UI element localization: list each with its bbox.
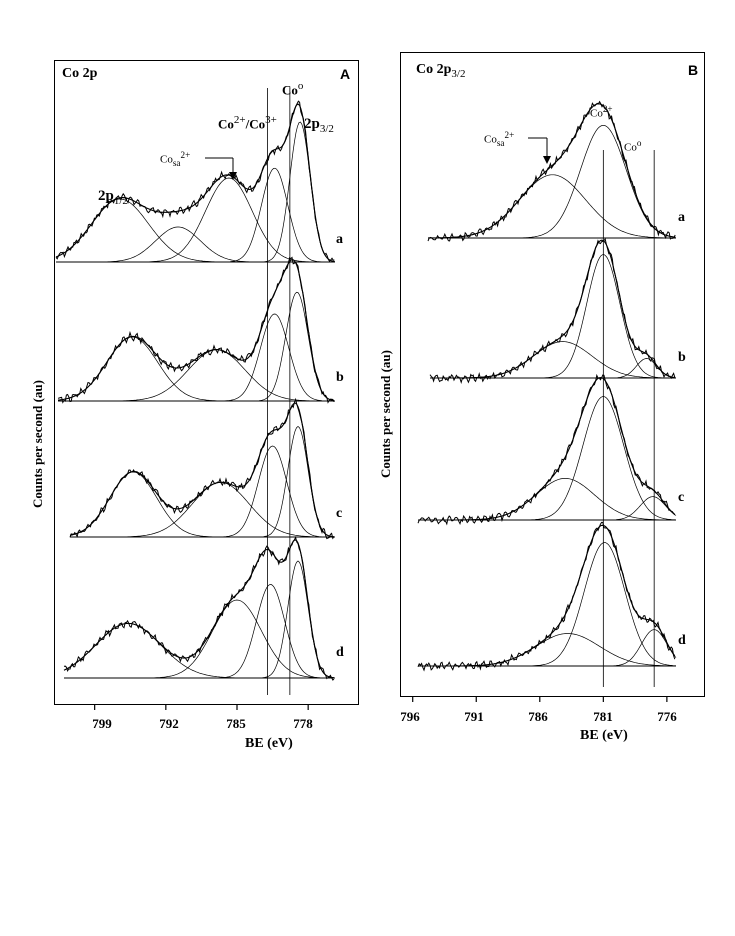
raw-spectrum-0-d [63, 535, 335, 681]
peak-label-co2-b: Co2+ [590, 104, 613, 120]
peak-label-co0-b: Coo [624, 138, 642, 154]
peak-label-cosa-b: Cosa2+ [484, 130, 515, 148]
tick-label-792: 792 [159, 716, 179, 731]
trace-label-d-A: d [336, 645, 344, 660]
trace-label-b-A: b [336, 370, 344, 385]
component-peak-1-c-1 [418, 396, 677, 521]
trace-label-c-A: c [336, 506, 343, 521]
tick-label-796: 796 [400, 709, 420, 724]
component-peak-1-a-0 [428, 174, 676, 239]
component-peak-1-b-2 [430, 358, 677, 379]
tick-label-778: 778 [293, 716, 313, 731]
raw-spectrum-1-d [417, 521, 676, 672]
trace-label-c-B: c [678, 490, 685, 505]
raw-spectrum-0-b [57, 256, 335, 404]
peak-label-2p12: 2p1/2 [98, 188, 128, 207]
peak-label-cosa-a: Cosa2+ [160, 150, 191, 168]
envelope-fit-1-c [418, 377, 676, 521]
raw-spectrum-1-a [427, 100, 676, 242]
tick-label-781: 781 [593, 709, 613, 724]
component-peak-0-d-3 [64, 560, 335, 679]
peak-label-co2co3: Co2+/Co3+ [218, 114, 277, 132]
component-peak-1-d-0 [418, 633, 676, 667]
envelope-fit-1-b [430, 239, 675, 379]
raw-spectrum-1-c [417, 373, 676, 526]
component-peak-1-c-2 [418, 496, 677, 521]
cosa-arrowhead-b [543, 156, 551, 164]
trace-label-a-A: a [336, 232, 343, 247]
component-peak-1-b-1 [430, 254, 676, 379]
component-peak-1-a-1 [428, 124, 676, 239]
component-peak-0-a-4 [56, 121, 336, 263]
peak-label-co0-a: Coo [282, 80, 304, 98]
panel-a-frame [54, 60, 359, 705]
tick-label-785: 785 [226, 716, 246, 731]
tick-label-799: 799 [92, 716, 112, 731]
panel-b-frame [400, 52, 705, 697]
envelope-fit-1-d [418, 524, 676, 667]
panel-a-tag: A [340, 66, 351, 82]
panel-b-title: Co 2p3/2 [416, 62, 466, 80]
component-peak-0-b-3 [58, 291, 335, 402]
component-peak-0-c-3 [70, 426, 335, 538]
panel-a-xlabel: BE (eV) [245, 736, 293, 751]
raw-spectrum-0-a [55, 100, 335, 263]
raw-spectrum-0-c [69, 397, 335, 540]
tick-label-791: 791 [464, 709, 484, 724]
raw-spectrum-1-b [429, 237, 676, 384]
component-peak-1-d-2 [418, 629, 677, 667]
envelope-fit-1-a [428, 103, 676, 239]
panel-a-title: Co 2p [62, 66, 98, 81]
component-peak-1-d-1 [418, 542, 676, 667]
panel-b-ylabel: Counts per second (au) [378, 350, 393, 478]
tick-label-776: 776 [657, 709, 677, 724]
cosa-arrowhead-a [229, 172, 237, 180]
component-peak-1-c-0 [418, 478, 676, 521]
trace-label-a-B: a [678, 210, 685, 225]
panel-b-xlabel: BE (eV) [580, 728, 628, 743]
peak-label-2p32: 2p3/2 [304, 116, 334, 135]
trace-label-d-B: d [678, 633, 686, 648]
trace-label-b-B: b [678, 350, 686, 365]
panel-b-tag: B [688, 62, 699, 78]
tick-label-786: 786 [528, 709, 548, 724]
